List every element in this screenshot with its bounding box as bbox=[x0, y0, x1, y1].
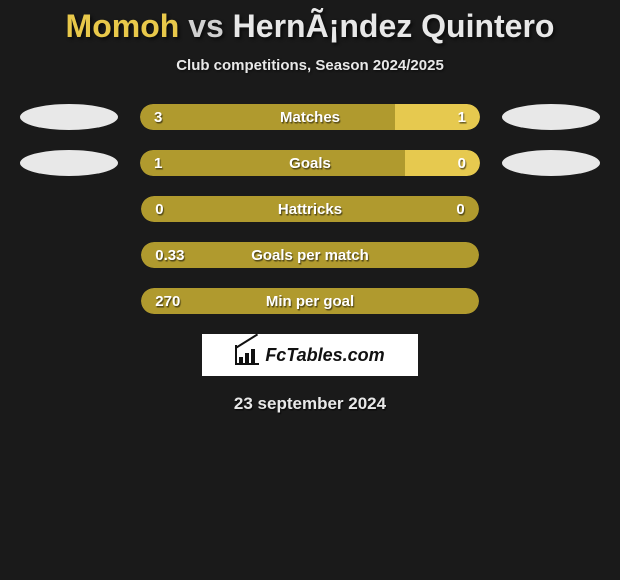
page-title: Momoh vs HernÃ¡ndez Quintero bbox=[0, 8, 620, 45]
stat-category: Goals per match bbox=[141, 242, 478, 268]
stat-row: 270Min per goal bbox=[0, 288, 620, 314]
source-logo[interactable]: FcTables.com bbox=[202, 334, 418, 376]
spacer bbox=[501, 196, 598, 222]
comparison-bar: 270Min per goal bbox=[141, 288, 478, 314]
stat-row: 10Goals bbox=[0, 150, 620, 176]
comparison-bar: 0.33Goals per match bbox=[141, 242, 478, 268]
stat-row: 0.33Goals per match bbox=[0, 242, 620, 268]
update-date: 23 september 2024 bbox=[0, 394, 620, 414]
player1-marker bbox=[20, 104, 118, 130]
stat-category: Hattricks bbox=[141, 196, 478, 222]
title-vs: vs bbox=[188, 8, 224, 44]
title-player2: HernÃ¡ndez Quintero bbox=[233, 8, 555, 44]
stat-category: Min per goal bbox=[141, 288, 478, 314]
spacer bbox=[22, 288, 119, 314]
stat-category: Matches bbox=[140, 104, 480, 130]
spacer bbox=[501, 288, 598, 314]
stat-row: 00Hattricks bbox=[0, 196, 620, 222]
stats-list: 31Matches 10Goals 00Hattricks 0.33Goals per… bbox=[0, 104, 620, 314]
player2-marker bbox=[502, 104, 600, 130]
stat-row: 31Matches bbox=[0, 104, 620, 130]
comparison-bar: 31Matches bbox=[140, 104, 480, 130]
spacer bbox=[22, 196, 119, 222]
subtitle: Club competitions, Season 2024/2025 bbox=[0, 57, 620, 74]
spacer bbox=[22, 242, 119, 268]
title-player1: Momoh bbox=[66, 8, 180, 44]
comparison-bar: 00Hattricks bbox=[141, 196, 478, 222]
comparison-bar: 10Goals bbox=[140, 150, 480, 176]
logo-text: FcTables.com bbox=[265, 345, 384, 366]
comparison-widget: Momoh vs HernÃ¡ndez Quintero Club compet… bbox=[0, 0, 620, 414]
player1-marker bbox=[20, 150, 118, 176]
bar-chart-icon bbox=[235, 345, 259, 365]
stat-category: Goals bbox=[140, 150, 480, 176]
spacer bbox=[501, 242, 598, 268]
player2-marker bbox=[502, 150, 600, 176]
